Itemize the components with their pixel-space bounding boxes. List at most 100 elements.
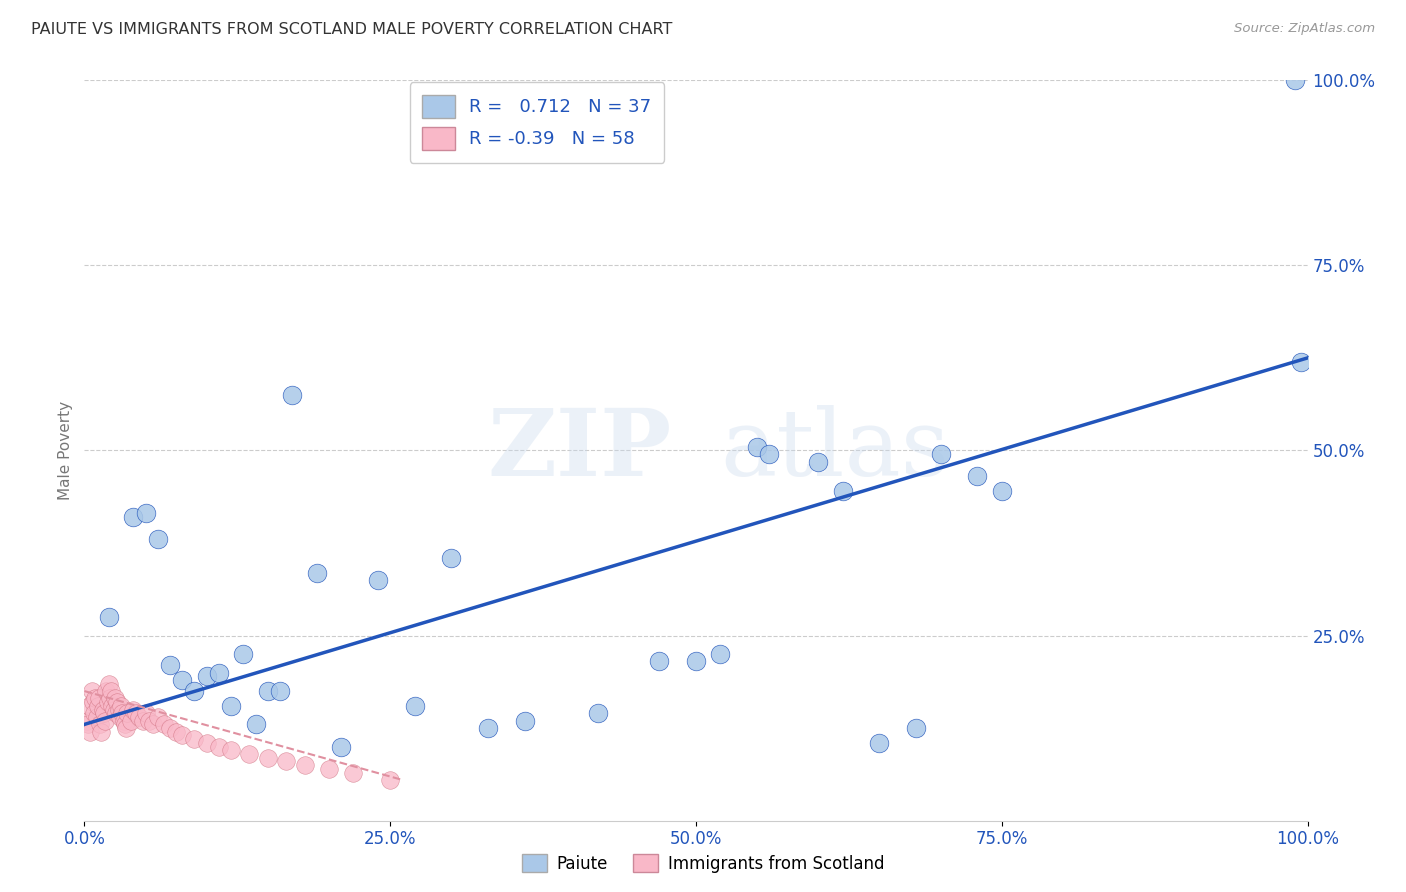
Point bbox=[87, 691, 110, 706]
Text: ZIP: ZIP bbox=[488, 406, 672, 495]
Point bbox=[869, 736, 891, 750]
Point bbox=[648, 655, 671, 669]
Point bbox=[100, 684, 122, 698]
Point bbox=[153, 717, 176, 731]
Point bbox=[76, 714, 98, 728]
Point bbox=[219, 698, 242, 713]
Point bbox=[276, 755, 298, 769]
Point bbox=[77, 698, 100, 713]
Point bbox=[380, 772, 402, 787]
Legend: R =   0.712   N = 37, R = -0.39   N = 58: R = 0.712 N = 37, R = -0.39 N = 58 bbox=[409, 82, 664, 162]
Point bbox=[86, 710, 108, 724]
Point bbox=[97, 676, 120, 690]
Point bbox=[115, 721, 138, 735]
Point bbox=[281, 388, 304, 402]
Point bbox=[991, 484, 1014, 499]
Point bbox=[367, 573, 389, 587]
Point bbox=[172, 673, 194, 687]
Point bbox=[98, 691, 121, 706]
Point bbox=[110, 698, 132, 713]
Point bbox=[82, 695, 104, 709]
Y-axis label: Male Poverty: Male Poverty bbox=[58, 401, 73, 500]
Point bbox=[257, 684, 280, 698]
Point bbox=[103, 703, 125, 717]
Point bbox=[1291, 354, 1313, 368]
Point bbox=[807, 454, 830, 468]
Point bbox=[208, 665, 231, 680]
Point bbox=[245, 717, 267, 731]
Point bbox=[294, 758, 316, 772]
Point bbox=[108, 710, 131, 724]
Point bbox=[966, 469, 988, 483]
Point bbox=[238, 747, 260, 761]
Text: PAIUTE VS IMMIGRANTS FROM SCOTLAND MALE POVERTY CORRELATION CHART: PAIUTE VS IMMIGRANTS FROM SCOTLAND MALE … bbox=[31, 22, 672, 37]
Point bbox=[135, 706, 157, 721]
Point bbox=[195, 736, 218, 750]
Point bbox=[97, 610, 120, 624]
Point bbox=[929, 447, 952, 461]
Point bbox=[165, 724, 187, 739]
Point bbox=[96, 684, 118, 698]
Point bbox=[257, 750, 280, 764]
Point bbox=[80, 684, 103, 698]
Point bbox=[125, 706, 148, 721]
Point bbox=[89, 717, 111, 731]
Point bbox=[146, 533, 169, 547]
Point bbox=[138, 714, 160, 728]
Text: Source: ZipAtlas.com: Source: ZipAtlas.com bbox=[1234, 22, 1375, 36]
Point bbox=[305, 566, 328, 580]
Point bbox=[183, 732, 205, 747]
Point bbox=[831, 484, 853, 499]
Point bbox=[111, 706, 134, 721]
Point bbox=[159, 658, 181, 673]
Point bbox=[440, 550, 463, 565]
Point bbox=[1284, 73, 1306, 87]
Point bbox=[105, 695, 128, 709]
Point bbox=[318, 762, 340, 776]
Legend: Paiute, Immigrants from Scotland: Paiute, Immigrants from Scotland bbox=[515, 847, 891, 880]
Text: atlas: atlas bbox=[720, 406, 949, 495]
Point bbox=[586, 706, 609, 721]
Point bbox=[709, 647, 731, 661]
Point bbox=[269, 684, 291, 698]
Point bbox=[330, 739, 353, 754]
Point bbox=[122, 703, 145, 717]
Point bbox=[112, 714, 135, 728]
Point bbox=[195, 669, 218, 683]
Point bbox=[142, 717, 165, 731]
Point bbox=[83, 706, 105, 721]
Point bbox=[685, 655, 707, 669]
Point bbox=[93, 706, 115, 721]
Point bbox=[91, 703, 114, 717]
Point bbox=[122, 510, 145, 524]
Point bbox=[77, 717, 100, 731]
Point bbox=[79, 724, 101, 739]
Point bbox=[87, 698, 110, 713]
Point bbox=[107, 703, 129, 717]
Point bbox=[342, 765, 364, 780]
Point bbox=[90, 724, 112, 739]
Point bbox=[477, 721, 499, 735]
Point bbox=[747, 440, 769, 454]
Point bbox=[232, 647, 254, 661]
Point bbox=[128, 710, 150, 724]
Point bbox=[219, 743, 242, 757]
Point bbox=[120, 714, 142, 728]
Point bbox=[132, 714, 155, 728]
Point bbox=[114, 717, 136, 731]
Point bbox=[115, 706, 138, 721]
Point bbox=[183, 684, 205, 698]
Point bbox=[97, 695, 120, 709]
Point bbox=[172, 729, 194, 743]
Point bbox=[758, 447, 780, 461]
Point bbox=[905, 721, 928, 735]
Point bbox=[94, 714, 117, 728]
Point bbox=[513, 714, 536, 728]
Point bbox=[159, 721, 181, 735]
Point bbox=[404, 698, 426, 713]
Point bbox=[135, 507, 157, 521]
Point bbox=[105, 706, 128, 721]
Point bbox=[146, 710, 169, 724]
Point bbox=[101, 698, 124, 713]
Point bbox=[208, 739, 231, 754]
